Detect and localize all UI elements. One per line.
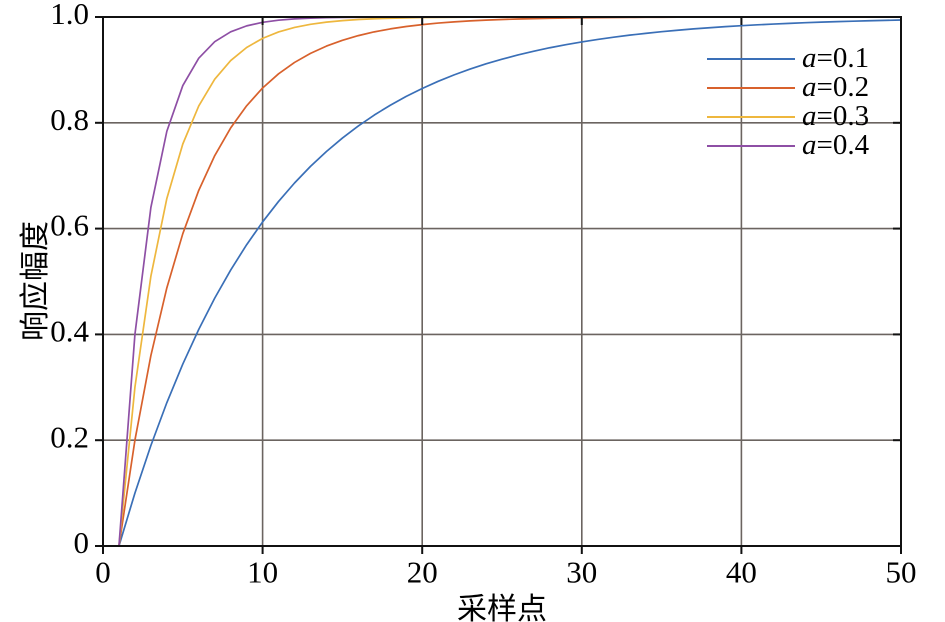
- legend-value: =0.2: [816, 71, 870, 103]
- y-axis-title: 响应幅度: [19, 221, 52, 341]
- x-tick-label: 10: [247, 554, 278, 589]
- y-tick-label: 0.6: [50, 208, 89, 243]
- legend-label: a=0.4: [802, 131, 869, 160]
- legend-item: a=0.1: [707, 44, 869, 73]
- legend-value: =0.1: [816, 42, 870, 74]
- legend: a=0.1 a=0.2 a=0.3 a=0.4: [707, 44, 869, 160]
- y-tick-label: 0.4: [50, 314, 89, 349]
- x-tick-label: 30: [566, 554, 597, 589]
- y-tick-label: 0: [74, 525, 90, 560]
- legend-label: a=0.1: [802, 44, 869, 73]
- y-tick-label: 1.0: [50, 0, 89, 31]
- legend-label: a=0.2: [802, 73, 869, 102]
- x-tick-label: 50: [886, 554, 917, 589]
- axes-frame: [102, 16, 902, 547]
- legend-var: a: [802, 71, 817, 103]
- legend-line-sample: [707, 115, 795, 118]
- legend-item: a=0.3: [707, 102, 869, 131]
- y-tick-label: 0.8: [50, 102, 89, 137]
- legend-item: a=0.2: [707, 73, 869, 102]
- legend-label: a=0.3: [802, 102, 869, 131]
- x-tick-label: 40: [726, 554, 757, 589]
- legend-line-sample: [707, 57, 795, 60]
- x-tick-label: 20: [407, 554, 438, 589]
- legend-value: =0.4: [816, 129, 870, 161]
- y-tick-label: 0.2: [50, 419, 89, 454]
- legend-var: a: [802, 42, 817, 74]
- legend-line-sample: [707, 144, 795, 147]
- legend-line-sample: [707, 86, 795, 89]
- x-tick-label: 0: [95, 554, 111, 589]
- curve-a=0.1: [118, 19, 902, 547]
- legend-value: =0.3: [816, 100, 870, 132]
- x-axis-title: 采样点: [457, 593, 547, 622]
- legend-item: a=0.4: [707, 131, 869, 160]
- legend-var: a: [802, 129, 817, 161]
- legend-var: a: [802, 100, 817, 132]
